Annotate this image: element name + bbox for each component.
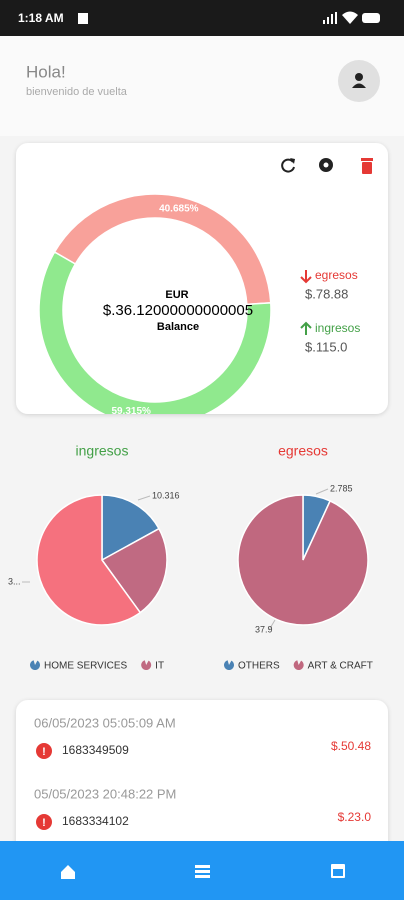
leader-line: [315, 488, 329, 495]
summary-name: egresos: [315, 268, 358, 282]
tx-icon: [36, 814, 52, 830]
subtitle: bienvenido de vuelta: [26, 86, 128, 98]
status-time: 1:18 AM: [18, 11, 64, 25]
leader-line: [268, 619, 276, 631]
summary-amount: $.115.0: [305, 339, 347, 354]
tx-id: 1683334102: [62, 814, 129, 828]
greeting: Hola!: [26, 62, 66, 81]
tx-icon: [36, 743, 52, 759]
refresh-button[interactable]: [281, 158, 295, 173]
pie-title: egresos: [278, 443, 328, 459]
segment-label: 40.685%: [159, 203, 199, 214]
tx-id: 1683349509: [62, 743, 129, 757]
legend-label: HOME SERVICES: [44, 661, 127, 672]
pie-slice: [237, 494, 369, 626]
slice-label: 37.9: [255, 624, 273, 634]
balance: $.36.12000000000005: [103, 302, 253, 319]
legend-icon: [293, 660, 304, 671]
segment-label: 59.315%: [111, 406, 151, 417]
nav-home[interactable]: [61, 865, 75, 879]
slice-label: 3...: [8, 576, 21, 586]
pie-title: ingresos: [76, 443, 129, 459]
legend-icon: [141, 660, 152, 671]
legend-icon: [30, 660, 41, 671]
slice-label: 10.316: [152, 490, 180, 500]
slice-label: 2.785: [330, 483, 353, 493]
avatar-icon: [352, 73, 366, 88]
tx-icon-mark: !: [42, 817, 46, 829]
donut-chart: 40.685% 59.315%: [38, 193, 272, 417]
arrow-icon: [300, 270, 312, 284]
tx-icon-mark: !: [42, 746, 46, 758]
status-icons: [323, 11, 380, 24]
nav-list[interactable]: [195, 865, 210, 878]
transactions-card: [16, 700, 388, 860]
legend-label: OTHERS: [238, 661, 280, 672]
status-icon: [78, 13, 88, 24]
pie-slice: [101, 494, 160, 562]
settings-button[interactable]: [319, 158, 333, 172]
tx-date: 05/05/2023 20:48:22 PM: [34, 786, 176, 801]
currency: EUR: [165, 289, 188, 301]
leader-line: [137, 495, 151, 501]
legend-label: IT: [155, 661, 164, 672]
tx-amount: $.50.48: [331, 739, 371, 753]
nav-calendar[interactable]: [331, 864, 345, 878]
balance-label: Balance: [157, 321, 199, 333]
legend-icon: [224, 660, 235, 671]
legend-label: ART & CRAFT: [308, 661, 373, 672]
pie-slice: [36, 494, 142, 626]
header: [0, 36, 404, 136]
arrow-icon: [300, 321, 312, 335]
delete-button[interactable]: [361, 158, 373, 174]
pie-slice: [100, 527, 168, 614]
tx-amount: $.23.0: [338, 810, 372, 824]
summary-name: ingresos: [315, 321, 360, 335]
donut-segment: [38, 250, 272, 414]
tx-date: 06/05/2023 05:05:09 AM: [34, 715, 176, 730]
summary-amount: $.78.88: [305, 286, 348, 301]
